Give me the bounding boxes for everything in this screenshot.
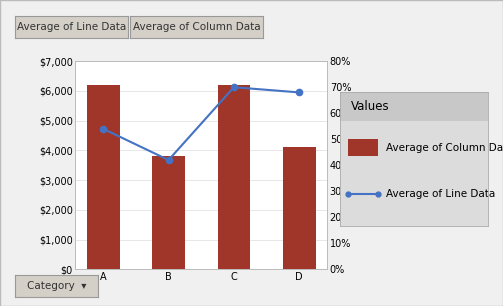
Text: Values: Values <box>352 100 390 113</box>
Text: Average of Line Data: Average of Line Data <box>17 22 126 32</box>
Bar <box>283 147 315 269</box>
Text: Category  ▾: Category ▾ <box>27 282 87 291</box>
Bar <box>152 156 185 269</box>
Bar <box>349 139 378 156</box>
Bar <box>217 85 250 269</box>
Text: Average of Line Data: Average of Line Data <box>385 189 495 199</box>
Text: Average of Column Data: Average of Column Data <box>133 22 260 32</box>
Bar <box>340 92 488 121</box>
Text: Average of Column Data: Average of Column Data <box>385 143 503 153</box>
Bar <box>87 85 120 269</box>
